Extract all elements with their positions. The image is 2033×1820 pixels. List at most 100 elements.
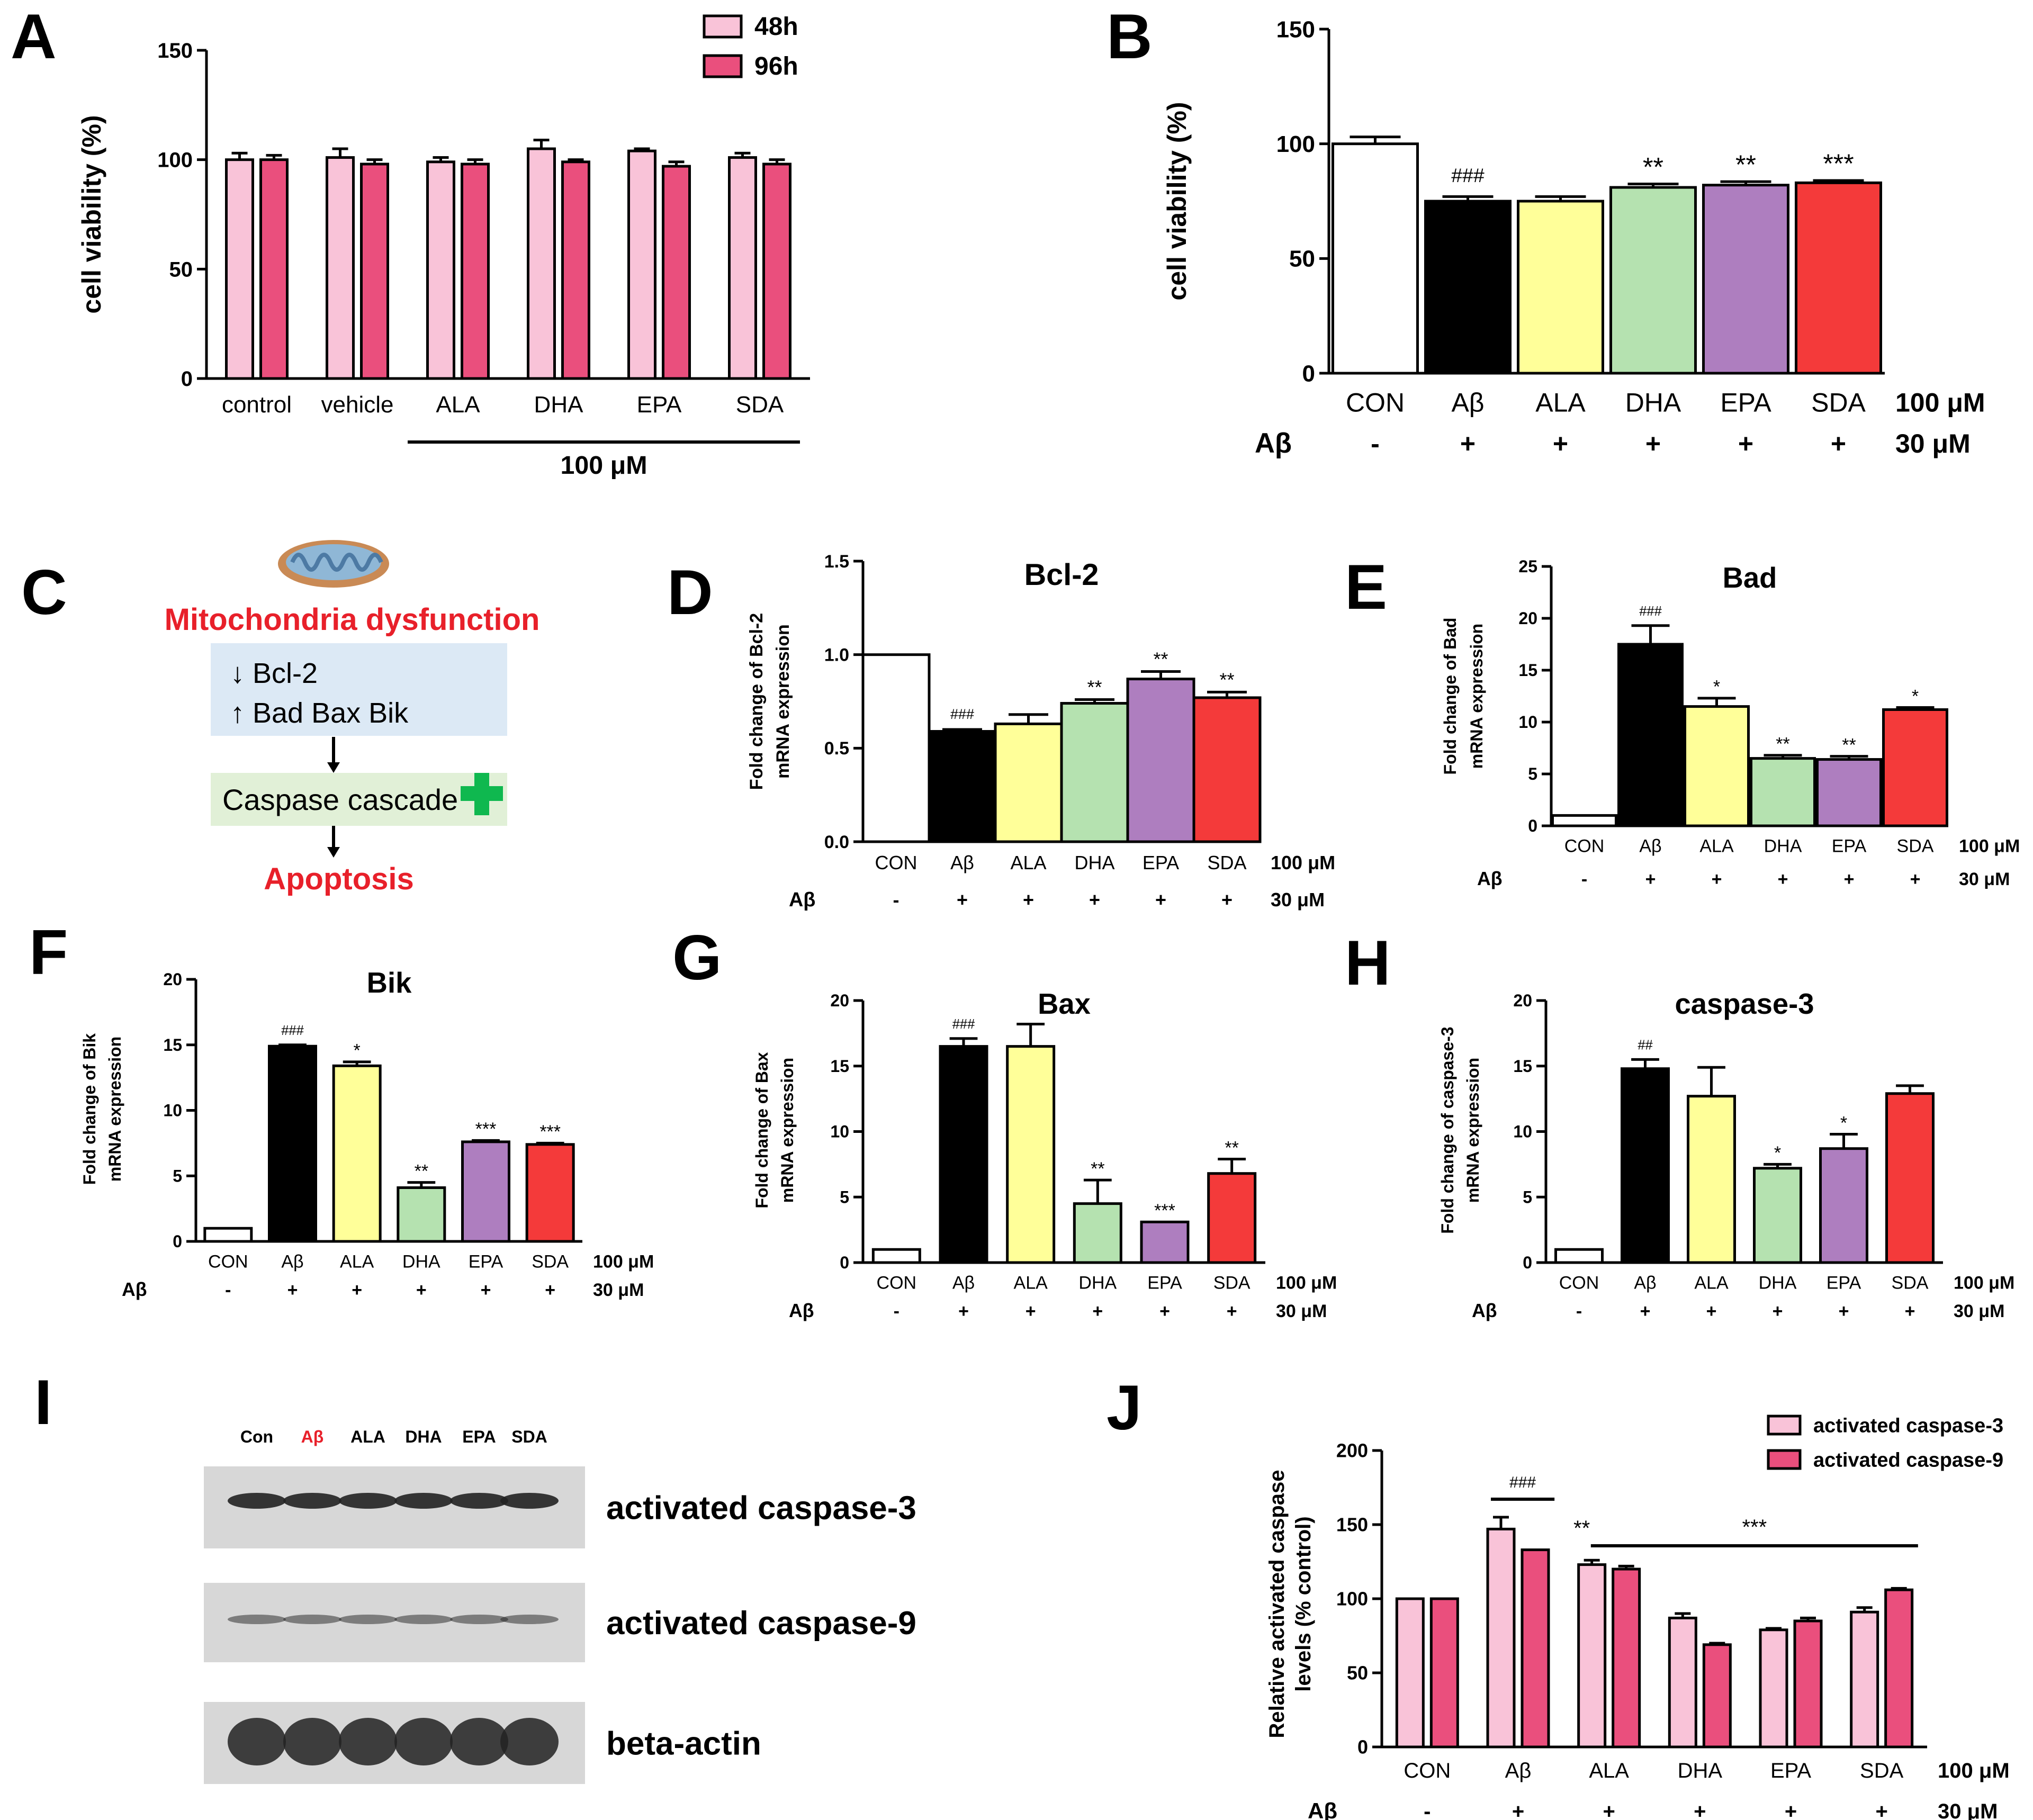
bar-activated-caspase-3-4 bbox=[1759, 1628, 1788, 1749]
treatment-sign: + bbox=[1910, 869, 1921, 889]
y-tick-label: 15 bbox=[1518, 661, 1537, 680]
bar-activated-caspase-9-2 bbox=[1612, 1567, 1641, 1749]
category-label: Aβ bbox=[1634, 1273, 1656, 1293]
bar-activated-caspase-9-4 bbox=[1793, 1619, 1823, 1749]
panel-label-D: D bbox=[667, 557, 713, 628]
treatment-sign: + bbox=[1645, 429, 1661, 458]
legend-swatch bbox=[1767, 1449, 1802, 1470]
panel-label-E: E bbox=[1345, 552, 1387, 623]
bar-2 bbox=[1517, 200, 1604, 375]
y-tick-label: 100 bbox=[157, 149, 193, 172]
treatment-sign: + bbox=[958, 1301, 969, 1321]
bar-0 bbox=[1554, 1248, 1604, 1264]
y-axis-label-line-2: mRNA expression bbox=[778, 1058, 797, 1203]
bar-0 bbox=[861, 653, 931, 843]
significance-label: ** bbox=[1776, 734, 1789, 754]
significance-label: ** bbox=[1087, 677, 1102, 698]
unit-label-categories: 100 μM bbox=[593, 1251, 654, 1272]
significance-label: *** bbox=[1154, 1201, 1175, 1221]
significance-label: ### bbox=[952, 1017, 975, 1032]
treatment-sign: - bbox=[1576, 1301, 1582, 1321]
significance-label: ### bbox=[950, 706, 974, 722]
treatment-sign: + bbox=[1778, 869, 1788, 889]
y-tick-label: 0 bbox=[173, 1232, 182, 1251]
blot-band bbox=[283, 1718, 341, 1765]
significance-label: ** bbox=[1153, 648, 1168, 670]
y-tick-label: 15 bbox=[163, 1035, 182, 1055]
treatment-sign: + bbox=[1221, 889, 1233, 911]
category-label: CON bbox=[877, 1273, 917, 1293]
category-label: ALA bbox=[1010, 852, 1046, 873]
bad-bax-bik-up-label: ↑ Bad Bax Bik bbox=[230, 697, 409, 729]
chart-panel-j: 0 50 100 150 200 Relative activated caspase le… bbox=[1265, 1414, 2010, 1820]
apoptosis-label: Apoptosis bbox=[264, 862, 414, 896]
treatment-sign: + bbox=[957, 889, 968, 911]
category-label: DHA bbox=[534, 392, 584, 418]
treatment-sign: - bbox=[1424, 1800, 1431, 1820]
category-label: Aβ bbox=[281, 1251, 303, 1272]
blot-band bbox=[394, 1493, 453, 1509]
bcl-2-down-label: ↓ Bcl-2 bbox=[230, 657, 318, 689]
treatment-sign: - bbox=[894, 1301, 899, 1321]
y-tick-label: 100 bbox=[1276, 131, 1315, 157]
panel-label-J: J bbox=[1107, 1372, 1142, 1443]
y-axis-label-line-1: Fold change of Bax bbox=[752, 1052, 771, 1208]
blot-lane-label: Aβ bbox=[301, 1427, 324, 1446]
treatment-sign: + bbox=[1738, 429, 1753, 458]
unit-label-categories: 100 μM bbox=[1959, 836, 2020, 856]
treatment-sign: - bbox=[225, 1280, 231, 1300]
y-tick-label: 10 bbox=[1513, 1122, 1532, 1141]
significance-label: * bbox=[1840, 1113, 1847, 1133]
blot-band bbox=[339, 1615, 397, 1624]
bar-3 bbox=[1060, 702, 1129, 843]
chart-title: Bax bbox=[1038, 988, 1091, 1020]
significance-label: ### bbox=[1451, 164, 1485, 186]
bar-1 bbox=[928, 730, 997, 843]
treatment-sign: + bbox=[545, 1280, 555, 1300]
significance-label: * bbox=[1774, 1143, 1781, 1163]
panel-label-H: H bbox=[1345, 927, 1391, 998]
bar-96h-1 bbox=[360, 163, 389, 380]
arrow-head-1 bbox=[327, 762, 340, 773]
significance-label: ### bbox=[1509, 1474, 1536, 1491]
category-label: EPA bbox=[637, 392, 682, 418]
bar-activated-caspase-9-1 bbox=[1521, 1548, 1550, 1749]
legend-label: 96h bbox=[754, 52, 798, 80]
category-label: DHA bbox=[402, 1251, 440, 1272]
category-label: CON bbox=[1559, 1273, 1599, 1293]
category-label: CON bbox=[1404, 1759, 1451, 1782]
bar-0 bbox=[203, 1227, 253, 1243]
treatment-sign: + bbox=[1603, 1800, 1615, 1820]
y-tick-label: 0 bbox=[1302, 361, 1315, 386]
y-axis-label: cell viability (%) bbox=[1162, 102, 1192, 300]
y-tick-label: 10 bbox=[830, 1122, 849, 1141]
category-label: CON bbox=[1346, 388, 1405, 418]
bar-1 bbox=[1617, 643, 1684, 827]
category-label: SDA bbox=[532, 1251, 569, 1272]
legend-swatch bbox=[703, 54, 743, 78]
significance-label: * bbox=[1713, 677, 1720, 697]
chart-panel-e: 0 5 10 15 20 25 Fold change of Bad mRNA express… bbox=[1441, 557, 2020, 889]
chart-title: Bad bbox=[1723, 562, 1777, 594]
y-tick-label: 20 bbox=[1513, 991, 1532, 1010]
treatment-sign: + bbox=[1831, 429, 1846, 458]
blot-band bbox=[394, 1718, 453, 1765]
treatment-sign: + bbox=[1227, 1301, 1237, 1321]
significance-label: * bbox=[354, 1041, 361, 1061]
unit-label-treatment: 30 μM bbox=[1938, 1800, 1998, 1820]
y-tick-label: 150 bbox=[1336, 1514, 1368, 1536]
bar-4 bbox=[1702, 184, 1789, 375]
significance-label: * bbox=[1912, 686, 1919, 706]
y-tick-label: 100 bbox=[1336, 1588, 1368, 1610]
blot-lane-label: SDA bbox=[511, 1427, 547, 1446]
mitochondria-dysfunction-title: Mitochondria dysfunction bbox=[165, 602, 540, 637]
y-axis-label-line-1: Fold change of Bcl-2 bbox=[746, 613, 767, 790]
y-axis-label-line-2: mRNA expression bbox=[773, 624, 793, 779]
y-axis-label-line-2: levels (% control) bbox=[1292, 1516, 1315, 1691]
significance-label: *** bbox=[539, 1122, 561, 1142]
treatment-sign: + bbox=[1712, 869, 1722, 889]
blot-band bbox=[450, 1718, 508, 1765]
bar-48h-0 bbox=[225, 158, 254, 380]
bar-1 bbox=[1621, 1067, 1670, 1264]
significance-label: ** bbox=[1842, 735, 1856, 755]
